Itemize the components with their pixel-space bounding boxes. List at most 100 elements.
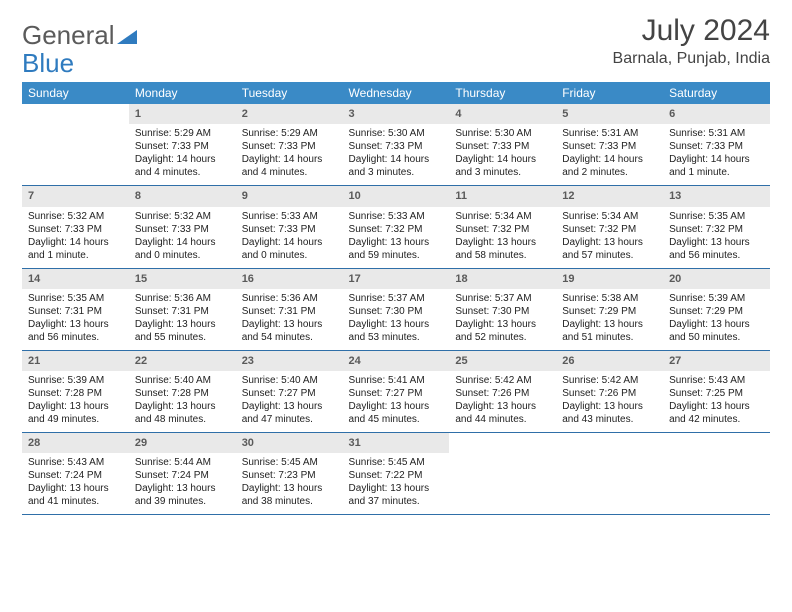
calendar-cell: 21Sunrise: 5:39 AMSunset: 7:28 PMDayligh… [22,350,129,432]
sunrise-text: Sunrise: 5:31 AM [562,127,657,140]
daylight-text: Daylight: 13 hours and 53 minutes. [349,318,444,344]
daylight-text: Daylight: 13 hours and 50 minutes. [669,318,764,344]
sunrise-text: Sunrise: 5:37 AM [455,292,550,305]
day-number: 1 [129,104,236,124]
sunrise-text: Sunrise: 5:43 AM [28,456,123,469]
daylight-text: Daylight: 13 hours and 39 minutes. [135,482,230,508]
day-number: 9 [236,186,343,206]
header: GeneralBlue July 2024 Barnala, Punjab, I… [22,14,770,76]
sunrise-text: Sunrise: 5:41 AM [349,374,444,387]
sunset-text: Sunset: 7:25 PM [669,387,764,400]
day-number: 31 [343,433,450,453]
sunrise-text: Sunrise: 5:38 AM [562,292,657,305]
daylight-text: Daylight: 13 hours and 47 minutes. [242,400,337,426]
calendar-cell: 24Sunrise: 5:41 AMSunset: 7:27 PMDayligh… [343,350,450,432]
day-body: Sunrise: 5:31 AMSunset: 7:33 PMDaylight:… [556,124,663,185]
sunset-text: Sunset: 7:29 PM [669,305,764,318]
daylight-text: Daylight: 13 hours and 56 minutes. [669,236,764,262]
calendar-cell: 17Sunrise: 5:37 AMSunset: 7:30 PMDayligh… [343,268,450,350]
day-body: Sunrise: 5:42 AMSunset: 7:26 PMDaylight:… [556,371,663,432]
logo-triangle-icon [117,22,137,48]
calendar-cell: 9Sunrise: 5:33 AMSunset: 7:33 PMDaylight… [236,186,343,268]
title-block: July 2024 Barnala, Punjab, India [613,14,770,68]
daylight-text: Daylight: 13 hours and 45 minutes. [349,400,444,426]
calendar-cell: 13Sunrise: 5:35 AMSunset: 7:32 PMDayligh… [663,186,770,268]
weekday-header: Friday [556,82,663,104]
weekday-header: Sunday [22,82,129,104]
day-number: 8 [129,186,236,206]
sunrise-text: Sunrise: 5:32 AM [135,210,230,223]
calendar-cell: 1Sunrise: 5:29 AMSunset: 7:33 PMDaylight… [129,104,236,186]
day-number: 10 [343,186,450,206]
day-body: Sunrise: 5:31 AMSunset: 7:33 PMDaylight:… [663,124,770,185]
calendar-cell: 28Sunrise: 5:43 AMSunset: 7:24 PMDayligh… [22,433,129,515]
calendar-cell: 29Sunrise: 5:44 AMSunset: 7:24 PMDayligh… [129,433,236,515]
sunrise-text: Sunrise: 5:36 AM [242,292,337,305]
day-number: 5 [556,104,663,124]
calendar-cell: 27Sunrise: 5:43 AMSunset: 7:25 PMDayligh… [663,350,770,432]
calendar-cell: 8Sunrise: 5:32 AMSunset: 7:33 PMDaylight… [129,186,236,268]
sunset-text: Sunset: 7:32 PM [669,223,764,236]
sunset-text: Sunset: 7:33 PM [669,140,764,153]
daylight-text: Daylight: 13 hours and 58 minutes. [455,236,550,262]
day-number: 29 [129,433,236,453]
sunrise-text: Sunrise: 5:40 AM [135,374,230,387]
daylight-text: Daylight: 13 hours and 55 minutes. [135,318,230,344]
daylight-text: Daylight: 13 hours and 42 minutes. [669,400,764,426]
calendar-head: SundayMondayTuesdayWednesdayThursdayFrid… [22,82,770,104]
day-body: Sunrise: 5:37 AMSunset: 7:30 PMDaylight:… [449,289,556,350]
weekday-row: SundayMondayTuesdayWednesdayThursdayFrid… [22,82,770,104]
day-body: Sunrise: 5:44 AMSunset: 7:24 PMDaylight:… [129,453,236,514]
logo-text-blue: Blue [22,50,74,76]
sunrise-text: Sunrise: 5:42 AM [562,374,657,387]
day-body: Sunrise: 5:38 AMSunset: 7:29 PMDaylight:… [556,289,663,350]
calendar-cell: 12Sunrise: 5:34 AMSunset: 7:32 PMDayligh… [556,186,663,268]
daylight-text: Daylight: 13 hours and 44 minutes. [455,400,550,426]
daylight-text: Daylight: 14 hours and 3 minutes. [349,153,444,179]
daylight-text: Daylight: 14 hours and 1 minute. [669,153,764,179]
sunrise-text: Sunrise: 5:30 AM [349,127,444,140]
sunset-text: Sunset: 7:33 PM [242,140,337,153]
day-body: Sunrise: 5:40 AMSunset: 7:27 PMDaylight:… [236,371,343,432]
sunset-text: Sunset: 7:33 PM [242,223,337,236]
calendar-cell: 11Sunrise: 5:34 AMSunset: 7:32 PMDayligh… [449,186,556,268]
daylight-text: Daylight: 13 hours and 52 minutes. [455,318,550,344]
calendar-cell: 18Sunrise: 5:37 AMSunset: 7:30 PMDayligh… [449,268,556,350]
calendar-cell: 16Sunrise: 5:36 AMSunset: 7:31 PMDayligh… [236,268,343,350]
sunset-text: Sunset: 7:31 PM [242,305,337,318]
calendar-week-row: 14Sunrise: 5:35 AMSunset: 7:31 PMDayligh… [22,268,770,350]
daylight-text: Daylight: 13 hours and 48 minutes. [135,400,230,426]
sunset-text: Sunset: 7:33 PM [28,223,123,236]
calendar-cell: 19Sunrise: 5:38 AMSunset: 7:29 PMDayligh… [556,268,663,350]
day-number: 6 [663,104,770,124]
daylight-text: Daylight: 14 hours and 4 minutes. [135,153,230,179]
day-body: Sunrise: 5:45 AMSunset: 7:22 PMDaylight:… [343,453,450,514]
sunrise-text: Sunrise: 5:29 AM [242,127,337,140]
day-body: Sunrise: 5:30 AMSunset: 7:33 PMDaylight:… [449,124,556,185]
sunset-text: Sunset: 7:32 PM [349,223,444,236]
calendar-cell: 26Sunrise: 5:42 AMSunset: 7:26 PMDayligh… [556,350,663,432]
sunrise-text: Sunrise: 5:45 AM [349,456,444,469]
sunset-text: Sunset: 7:22 PM [349,469,444,482]
day-body: Sunrise: 5:33 AMSunset: 7:32 PMDaylight:… [343,207,450,268]
calendar-cell: 31Sunrise: 5:45 AMSunset: 7:22 PMDayligh… [343,433,450,515]
day-body: Sunrise: 5:41 AMSunset: 7:27 PMDaylight:… [343,371,450,432]
day-body: Sunrise: 5:39 AMSunset: 7:29 PMDaylight:… [663,289,770,350]
weekday-header: Monday [129,82,236,104]
calendar-cell: 25Sunrise: 5:42 AMSunset: 7:26 PMDayligh… [449,350,556,432]
logo: GeneralBlue [22,14,137,76]
calendar-cell [663,433,770,515]
calendar-cell: 20Sunrise: 5:39 AMSunset: 7:29 PMDayligh… [663,268,770,350]
day-body: Sunrise: 5:35 AMSunset: 7:31 PMDaylight:… [22,289,129,350]
sunset-text: Sunset: 7:31 PM [135,305,230,318]
location: Barnala, Punjab, India [613,50,770,68]
day-body: Sunrise: 5:32 AMSunset: 7:33 PMDaylight:… [129,207,236,268]
calendar-cell: 6Sunrise: 5:31 AMSunset: 7:33 PMDaylight… [663,104,770,186]
sunset-text: Sunset: 7:27 PM [349,387,444,400]
day-number: 14 [22,269,129,289]
daylight-text: Daylight: 13 hours and 51 minutes. [562,318,657,344]
sunset-text: Sunset: 7:23 PM [242,469,337,482]
sunrise-text: Sunrise: 5:36 AM [135,292,230,305]
day-number: 22 [129,351,236,371]
day-number: 23 [236,351,343,371]
